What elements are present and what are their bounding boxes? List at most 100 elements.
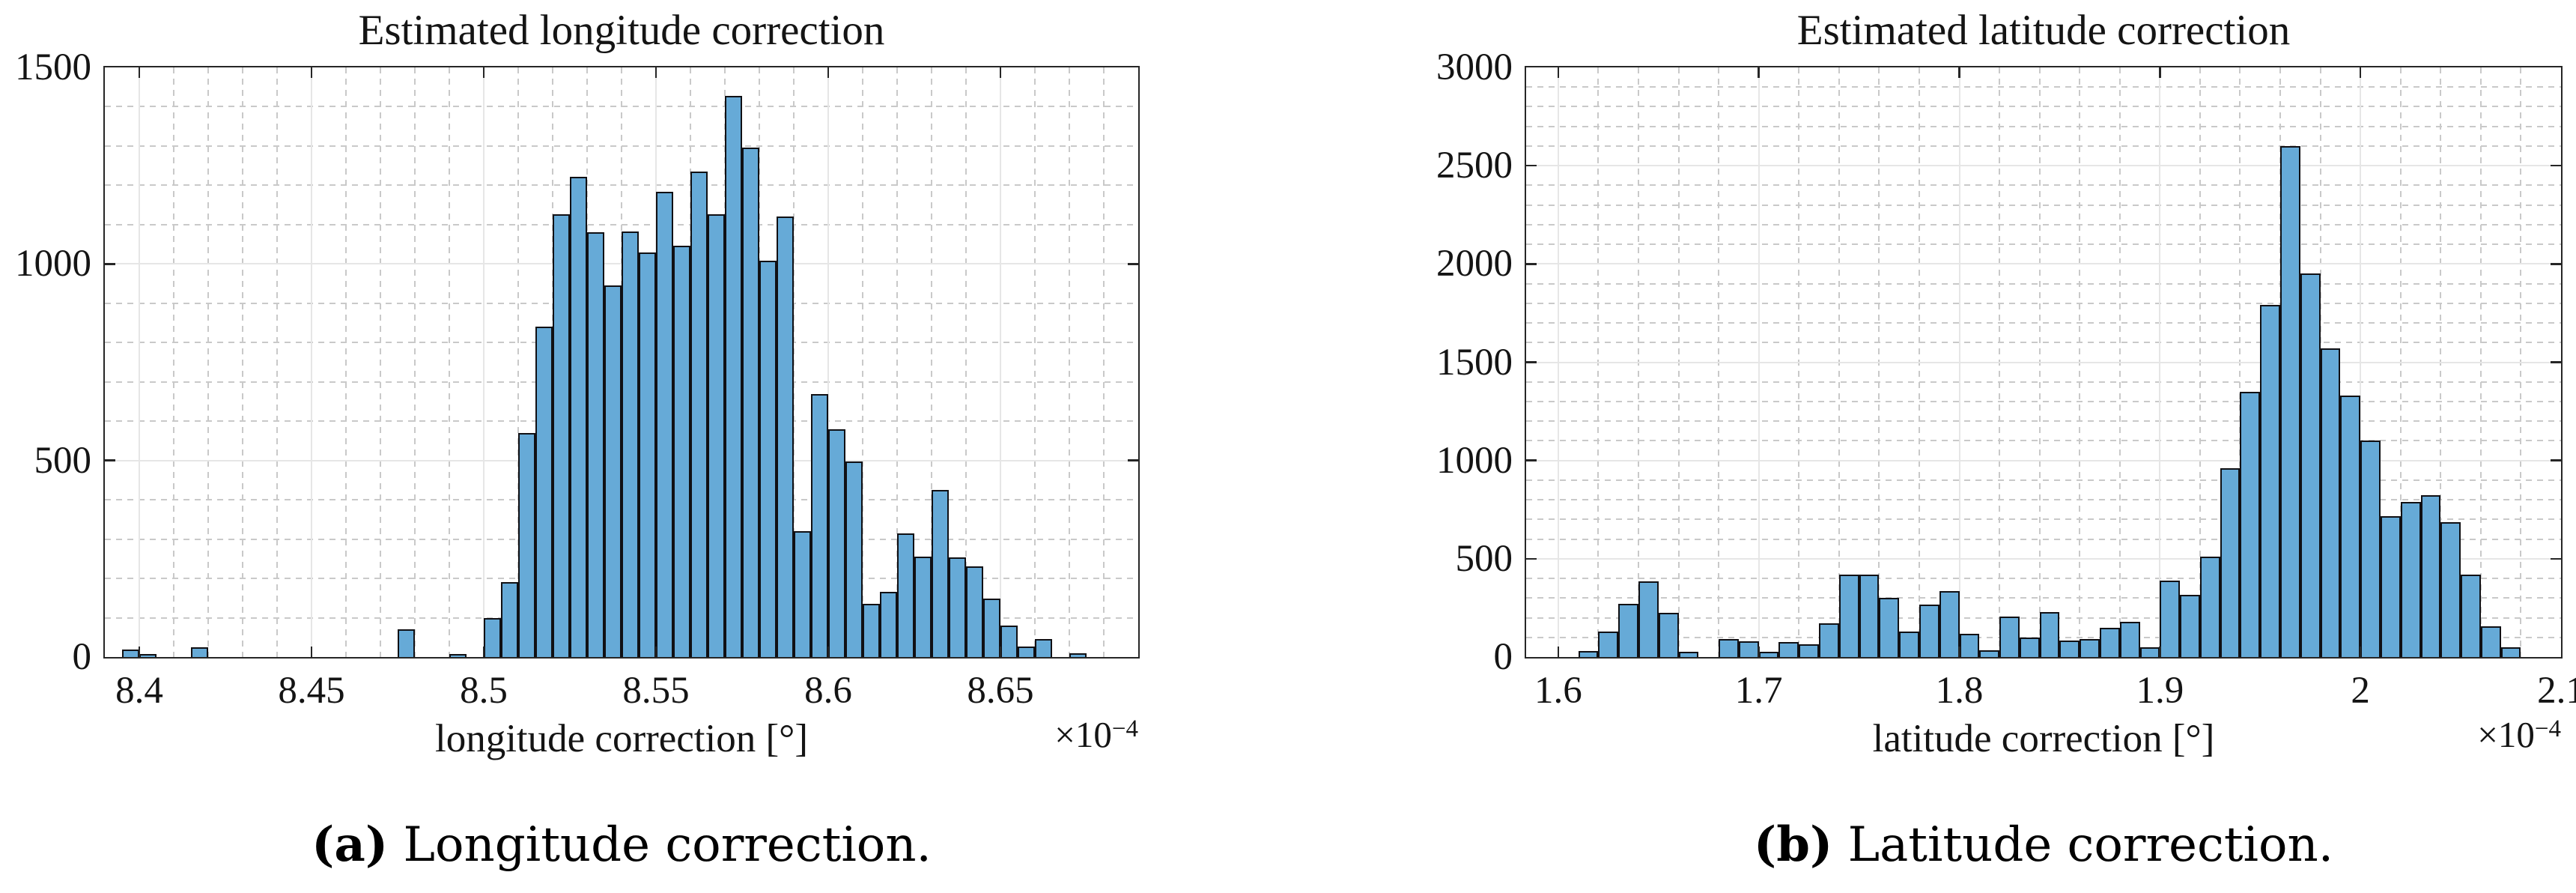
x-minor-gridline [380, 67, 381, 657]
histogram-bar [1799, 644, 1820, 657]
x-tick-mark [999, 67, 1002, 78]
x-minor-gridline [862, 67, 863, 657]
y-minor-gridline [1526, 400, 2561, 402]
histogram-bar [794, 531, 811, 657]
y-minor-gridline [1526, 86, 2561, 88]
offset-base: ×10 [2477, 714, 2535, 755]
histogram-bar [777, 217, 794, 657]
histogram-bar [1979, 650, 2000, 657]
y-minor-gridline [1526, 479, 2561, 481]
x-major-gridline [139, 67, 140, 657]
histogram-bar [2440, 522, 2461, 657]
x-tick-label: 1.6 [1534, 670, 1582, 712]
histogram-bar [1838, 574, 1859, 657]
histogram-bar [2119, 621, 2140, 657]
histogram-bar [1018, 647, 1035, 657]
histogram-bar [2480, 626, 2501, 657]
x-tick-mark [310, 647, 313, 657]
histogram-bar [2080, 638, 2100, 657]
caption-text: Latitude correction. [1832, 817, 2334, 873]
y-tick-label: 500 [34, 439, 92, 482]
subfigure-caption-b: (b) Latitude correction. [1526, 817, 2561, 873]
histogram-bar [828, 429, 845, 657]
x-tick-mark [1557, 67, 1560, 78]
histogram-bar [1618, 604, 1638, 657]
x-minor-gridline [276, 67, 278, 657]
y-tick-mark [1526, 459, 1537, 461]
y-minor-gridline [1526, 597, 2561, 599]
histogram-bar [2280, 145, 2300, 657]
y-minor-gridline [1526, 342, 2561, 344]
histogram-bar [656, 191, 673, 657]
histogram-bar [1879, 598, 1900, 657]
histogram-bar [1638, 581, 1659, 657]
histogram-bar [1719, 639, 1739, 657]
y-tick-mark [105, 459, 115, 461]
histogram-bar [1000, 626, 1018, 657]
histogram-bar [2099, 627, 2120, 657]
x-minor-gridline [207, 67, 209, 657]
histogram-bar [2320, 348, 2341, 657]
histogram-bar [949, 557, 966, 657]
subfigure-caption-a: (a) Longitude correction. [105, 817, 1138, 873]
x-tick-mark [2159, 67, 2161, 78]
x-tick-mark [1758, 67, 1760, 78]
y-tick-label: 2500 [1436, 145, 1513, 187]
x-tick-mark [827, 67, 830, 78]
y-tick-label: 1500 [1436, 341, 1513, 384]
histogram-bar [639, 252, 656, 657]
caption-text: Longitude correction. [388, 817, 932, 873]
x-tick-label: 2.1 [2537, 670, 2576, 712]
histogram-bar [2500, 647, 2521, 657]
y-minor-gridline [1526, 381, 2561, 383]
y-minor-gridline [1526, 538, 2561, 540]
x-tick-mark [999, 647, 1002, 657]
histogram-bar [2019, 637, 2040, 657]
y-minor-gridline [1526, 282, 2561, 285]
histogram-bar [983, 599, 1000, 657]
x-minor-gridline [517, 67, 519, 657]
histogram-bar [2360, 441, 2381, 657]
y-minor-gridline [1526, 243, 2561, 246]
y-tick-label: 1000 [1436, 439, 1513, 482]
y-tick-mark [2551, 459, 2561, 461]
histogram-bar [1758, 652, 1779, 657]
y-tick-mark [1526, 557, 1537, 560]
histogram-bar [2199, 557, 2220, 657]
histogram-bar [2180, 595, 2200, 657]
histogram-bar [914, 557, 932, 657]
histogram-bar [966, 566, 983, 657]
y-minor-gridline [1526, 499, 2561, 501]
histogram-bar [570, 177, 587, 657]
y-minor-gridline [1526, 125, 2561, 127]
histogram-bar [1658, 612, 1679, 657]
histogram-bar [1999, 617, 2020, 657]
histogram-bar [2059, 640, 2080, 657]
x-tick-label: 8.65 [967, 670, 1034, 712]
histogram-bar [673, 246, 690, 657]
histogram-bar [708, 214, 725, 657]
histogram-bar [1899, 631, 1919, 657]
x-tick-label: 8.45 [278, 670, 345, 712]
histogram-bar [1939, 591, 1960, 657]
histogram-bar [2260, 305, 2281, 657]
y-minor-gridline [1526, 223, 2561, 225]
histogram-bar [1819, 623, 1839, 657]
histogram-bar [1778, 642, 1799, 657]
x-tick-label: 8.5 [460, 670, 508, 712]
x-minor-gridline [345, 67, 347, 657]
histogram-bar [690, 172, 708, 657]
x-tick-mark [827, 647, 830, 657]
histogram-bar [501, 582, 518, 657]
x-tick-label: 2 [2351, 670, 2370, 712]
y-major-gridline [1526, 165, 2561, 167]
histogram-bar [1069, 653, 1087, 657]
histogram-bar [932, 490, 949, 657]
y-tick-mark [1128, 263, 1138, 265]
x-minor-gridline [1069, 67, 1070, 657]
y-tick-mark [1526, 164, 1537, 167]
x-tick-mark [2359, 647, 2362, 657]
y-minor-gridline [105, 223, 1138, 225]
histogram-bar [880, 592, 897, 657]
histogram-bar [398, 629, 415, 657]
